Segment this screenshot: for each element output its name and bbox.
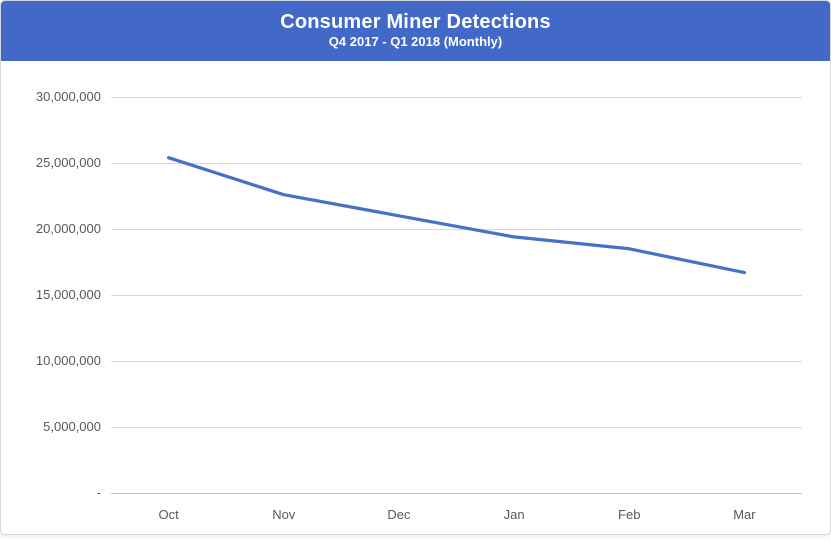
y-tick-label: 25,000,000 [35,155,101,170]
y-tick-label: 30,000,000 [35,89,101,104]
chart-header: Consumer Miner Detections Q4 2017 - Q1 2… [1,1,830,61]
x-tick-label: Jan [503,507,525,522]
gridline [111,97,802,98]
y-tick-label: 10,000,000 [35,353,101,368]
y-tick-label: 15,000,000 [35,287,101,302]
chart-subtitle: Q4 2017 - Q1 2018 (Monthly) [328,34,503,50]
gridline [111,295,802,296]
y-tick-label: 5,000,000 [43,419,101,434]
x-tick-label: Feb [618,507,641,522]
line-series-canvas [166,156,747,275]
x-tick-label: Nov [272,507,296,522]
x-tick-label: Dec [387,507,411,522]
x-axis-line [111,493,802,494]
x-tick-label: Oct [158,507,179,522]
consumer-miner-detections-line [166,156,747,275]
gridline [111,361,802,362]
y-tick-label: 20,000,000 [35,221,101,236]
gridline [111,163,802,164]
x-tick-label: Mar [733,507,756,522]
chart-title: Consumer Miner Detections [280,11,551,34]
y-tick-label: - [96,485,101,500]
gridline [111,427,802,428]
chart-plot-area: - 5,000,000 10,000,000 15,000,000 20,000,000… [1,61,830,534]
gridline [111,229,802,230]
